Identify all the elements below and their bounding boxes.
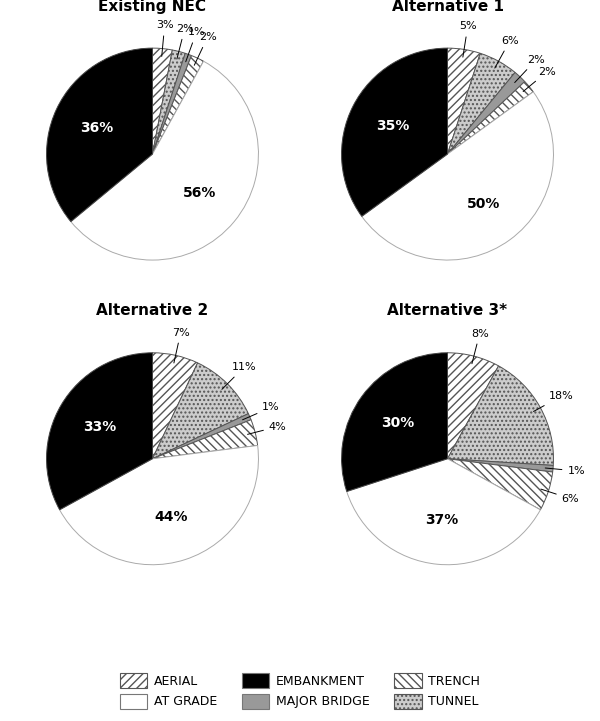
Wedge shape <box>448 459 553 472</box>
Wedge shape <box>71 61 259 260</box>
Wedge shape <box>341 48 448 216</box>
Text: 37%: 37% <box>425 513 458 527</box>
Wedge shape <box>448 48 480 154</box>
Title: Alternative 2: Alternative 2 <box>97 304 209 318</box>
Text: 35%: 35% <box>376 119 409 133</box>
Wedge shape <box>152 50 185 154</box>
Text: 2%: 2% <box>194 32 217 66</box>
Title: Existing NEC: Existing NEC <box>98 0 206 14</box>
Text: 56%: 56% <box>183 186 217 200</box>
Text: 1%: 1% <box>242 402 280 420</box>
Wedge shape <box>347 459 541 565</box>
Text: 1%: 1% <box>545 466 585 476</box>
Text: 30%: 30% <box>381 415 415 430</box>
Text: 50%: 50% <box>467 197 500 211</box>
Wedge shape <box>152 353 197 459</box>
Wedge shape <box>47 48 152 221</box>
Text: 33%: 33% <box>83 420 116 435</box>
Wedge shape <box>152 414 251 459</box>
Wedge shape <box>59 446 259 565</box>
Wedge shape <box>448 72 525 154</box>
Wedge shape <box>152 48 172 154</box>
Text: 1%: 1% <box>186 27 205 62</box>
Wedge shape <box>362 92 553 260</box>
Text: 7%: 7% <box>172 327 190 363</box>
Text: 8%: 8% <box>471 329 488 363</box>
Wedge shape <box>152 56 203 154</box>
Text: 3%: 3% <box>156 20 173 56</box>
Wedge shape <box>152 53 191 154</box>
Wedge shape <box>341 353 448 492</box>
Wedge shape <box>448 366 553 466</box>
Text: 2%: 2% <box>515 55 545 82</box>
Text: 18%: 18% <box>533 392 573 412</box>
Text: 6%: 6% <box>541 489 579 504</box>
Text: 2%: 2% <box>176 24 194 59</box>
Text: 4%: 4% <box>248 422 287 434</box>
Text: 11%: 11% <box>222 363 256 389</box>
Text: 5%: 5% <box>459 22 476 57</box>
Wedge shape <box>152 363 248 459</box>
Title: Alternative 3*: Alternative 3* <box>388 304 508 318</box>
Text: 2%: 2% <box>523 66 556 92</box>
Text: 36%: 36% <box>80 121 113 135</box>
Text: 6%: 6% <box>495 36 518 68</box>
Title: Alternative 1: Alternative 1 <box>392 0 503 14</box>
Wedge shape <box>448 459 553 510</box>
Text: 44%: 44% <box>155 510 188 524</box>
Wedge shape <box>448 53 515 154</box>
Legend: AERIAL, AT GRADE, EMBANKMENT, MAJOR BRIDGE, TRENCH, TUNNEL: AERIAL, AT GRADE, EMBANKMENT, MAJOR BRID… <box>113 667 487 715</box>
Wedge shape <box>152 420 257 459</box>
Wedge shape <box>47 353 152 510</box>
Wedge shape <box>448 353 499 459</box>
Wedge shape <box>448 81 533 154</box>
